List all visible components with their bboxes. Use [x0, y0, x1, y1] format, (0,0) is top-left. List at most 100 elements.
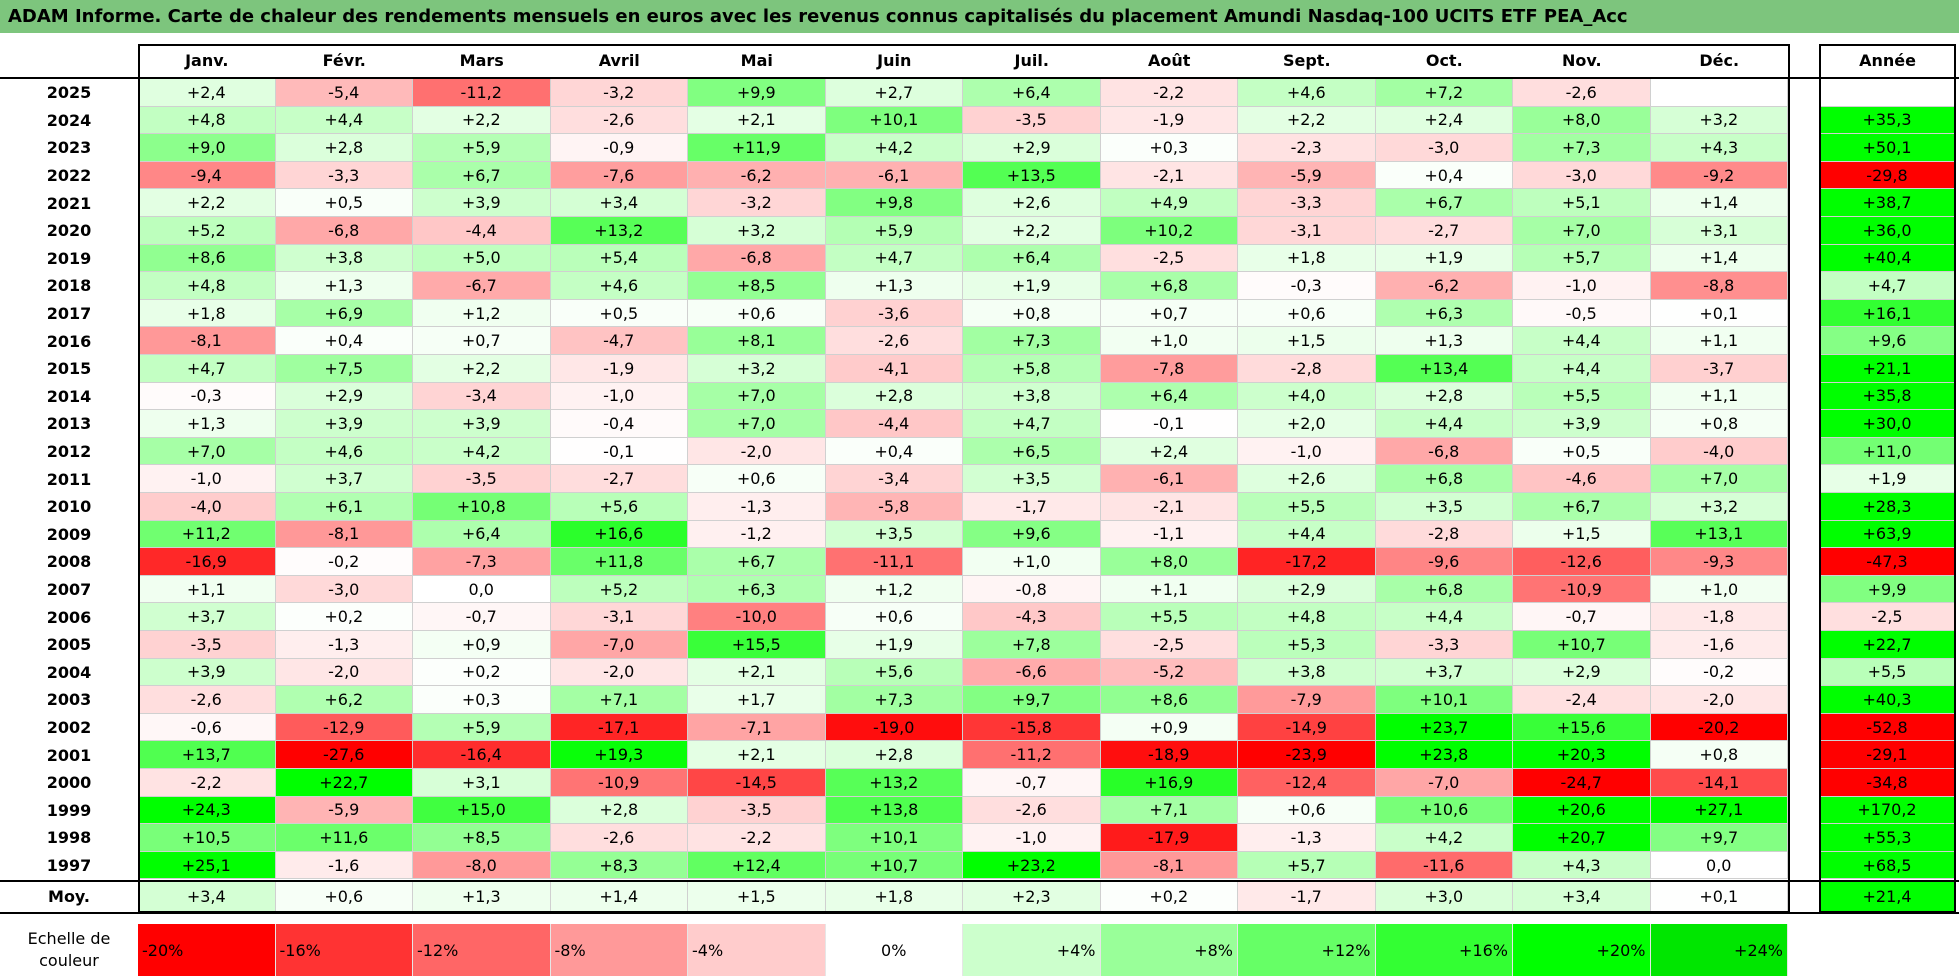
heatmap-cell: -3,5 — [138, 631, 276, 659]
year-label: 2010 — [46, 497, 92, 517]
color-scale-swatch: +8% — [1100, 924, 1238, 976]
heatmap-cell: +6,7 — [413, 161, 551, 190]
heatmap-cell: +2,2 — [963, 217, 1101, 245]
heatmap-cell: -15,8 — [963, 713, 1101, 742]
heatmap-cell: +2,2 — [138, 189, 276, 217]
heatmap-cell: +6,8 — [1375, 575, 1513, 604]
heatmap-cell: +1,3 — [138, 410, 276, 438]
heatmap-cell: -3,1 — [550, 603, 688, 631]
heatmap-cell: +0,5 — [550, 299, 688, 328]
heatmap-cell: -8,1 — [1100, 851, 1238, 880]
heatmap-cell: -12,4 — [1238, 769, 1376, 797]
heatmap-cell: -9,3 — [1650, 548, 1788, 576]
heatmap-cell: -2,7 — [1375, 217, 1513, 245]
heatmap-cell: -0,7 — [963, 769, 1101, 797]
heatmap-cell: -7,0 — [550, 631, 688, 659]
heatmap-cell: +2,8 — [825, 382, 963, 411]
heatmap-cell: +2,4 — [138, 79, 276, 107]
heatmap-cell: -3,5 — [963, 106, 1101, 135]
heatmap-cell: -23,9 — [1238, 741, 1376, 769]
heatmap-cell: +11,9 — [688, 134, 826, 162]
year-label: 2024 — [46, 110, 92, 130]
heatmap-cell: +10,5 — [138, 824, 276, 852]
heatmap-cell: -1,3 — [1238, 824, 1376, 852]
heatmap-cell: +0,4 — [275, 327, 413, 355]
heatmap-cell: -1,9 — [550, 355, 688, 383]
heatmap-cell: -4,3 — [963, 603, 1101, 631]
heatmap-cell: +22,7 — [275, 769, 413, 797]
heatmap-cell: -6,7 — [413, 272, 551, 300]
heatmap-cell: +16,9 — [1100, 769, 1238, 797]
heatmap-cell: +5,7 — [1238, 851, 1376, 880]
heatmap-cell: +1,0 — [1650, 575, 1788, 604]
heatmap-cell: +2,2 — [413, 355, 551, 383]
heatmap-cell: -16,9 — [138, 548, 276, 576]
month-header: Mars — [459, 50, 504, 70]
heatmap-cell: +13,2 — [550, 217, 688, 245]
heatmap-cell — [1650, 79, 1788, 107]
heatmap-cell: +2,6 — [1238, 465, 1376, 493]
heatmap-cell: +8,5 — [413, 824, 551, 852]
heatmap-cell: -2,1 — [1100, 161, 1238, 190]
heatmap-cell: +0,6 — [1238, 299, 1376, 328]
year-label: 1999 — [46, 800, 92, 820]
average-cell: +1,4 — [550, 881, 688, 912]
heatmap-cell: +8,6 — [1100, 686, 1238, 714]
month-header: Juin — [877, 50, 912, 70]
heatmap-cell: -6,8 — [275, 217, 413, 245]
heatmap-cell: +0,2 — [413, 658, 551, 687]
heatmap-cell: -8,1 — [275, 520, 413, 549]
heatmap-cell: +1,3 — [1375, 327, 1513, 355]
heatmap-cell: +1,8 — [138, 299, 276, 328]
heatmap-cell: +1,1 — [1650, 382, 1788, 411]
year-label: 2022 — [46, 166, 92, 186]
heatmap-cell: +8,1 — [688, 327, 826, 355]
annual-cell: +16,1 — [1819, 299, 1956, 328]
average-cell: +3,4 — [1513, 881, 1651, 912]
heatmap-cell: +3,9 — [413, 189, 551, 217]
heatmap-cell: +3,5 — [963, 465, 1101, 493]
heatmap-cell: -3,0 — [1513, 161, 1651, 190]
heatmap-cell: -3,5 — [413, 465, 551, 493]
annual-cell: +63,9 — [1819, 520, 1956, 549]
heatmap-cell: -7,9 — [1238, 686, 1376, 714]
annual-cell: -52,8 — [1819, 713, 1956, 742]
year-label: 2006 — [46, 607, 92, 627]
month-header: Oct. — [1425, 50, 1463, 70]
heatmap-cell: +0,5 — [1513, 437, 1651, 466]
heatmap-cell: +3,7 — [1375, 658, 1513, 687]
heatmap-cell: -0,1 — [1100, 410, 1238, 438]
heatmap-cell: +7,5 — [275, 355, 413, 383]
heatmap-cell: -18,9 — [1100, 741, 1238, 769]
heatmap-cell: -6,6 — [963, 658, 1101, 687]
heatmap-cell: +5,6 — [550, 493, 688, 521]
heatmap-cell: +2,0 — [1238, 410, 1376, 438]
annual-cell: +5,5 — [1819, 658, 1956, 687]
heatmap-cell: +1,0 — [1100, 327, 1238, 355]
heatmap-cell: -8,8 — [1650, 272, 1788, 300]
heatmap-cell: +0,8 — [1650, 741, 1788, 769]
heatmap-cell: +6,1 — [275, 493, 413, 521]
heatmap-cell: -14,1 — [1650, 769, 1788, 797]
heatmap-cell: +2,8 — [550, 796, 688, 825]
heatmap-cell: +4,2 — [1375, 824, 1513, 852]
heatmap-cell: -3,3 — [1238, 189, 1376, 217]
heatmap-cell: -3,5 — [688, 796, 826, 825]
heatmap-cell: -2,6 — [825, 327, 963, 355]
heatmap-cell: +23,2 — [963, 851, 1101, 880]
heatmap-cell: -2,0 — [275, 658, 413, 687]
annual-cell: +21,1 — [1819, 355, 1956, 383]
heatmap-cell: +3,2 — [688, 217, 826, 245]
year-label: 2004 — [46, 662, 92, 682]
heatmap-cell: +3,2 — [688, 355, 826, 383]
heatmap-cell: -1,8 — [1650, 603, 1788, 631]
heatmap-cell: -4,4 — [413, 217, 551, 245]
year-label: 2023 — [46, 138, 92, 158]
year-label: 1998 — [46, 828, 92, 848]
annual-cell: +35,8 — [1819, 382, 1956, 411]
heatmap-cell: -1,0 — [1513, 272, 1651, 300]
color-scale-swatch: -12% — [413, 924, 551, 976]
heatmap-cell: +7,3 — [963, 327, 1101, 355]
heatmap-cell: +5,5 — [1100, 603, 1238, 631]
heatmap-cell: +7,2 — [1375, 79, 1513, 107]
